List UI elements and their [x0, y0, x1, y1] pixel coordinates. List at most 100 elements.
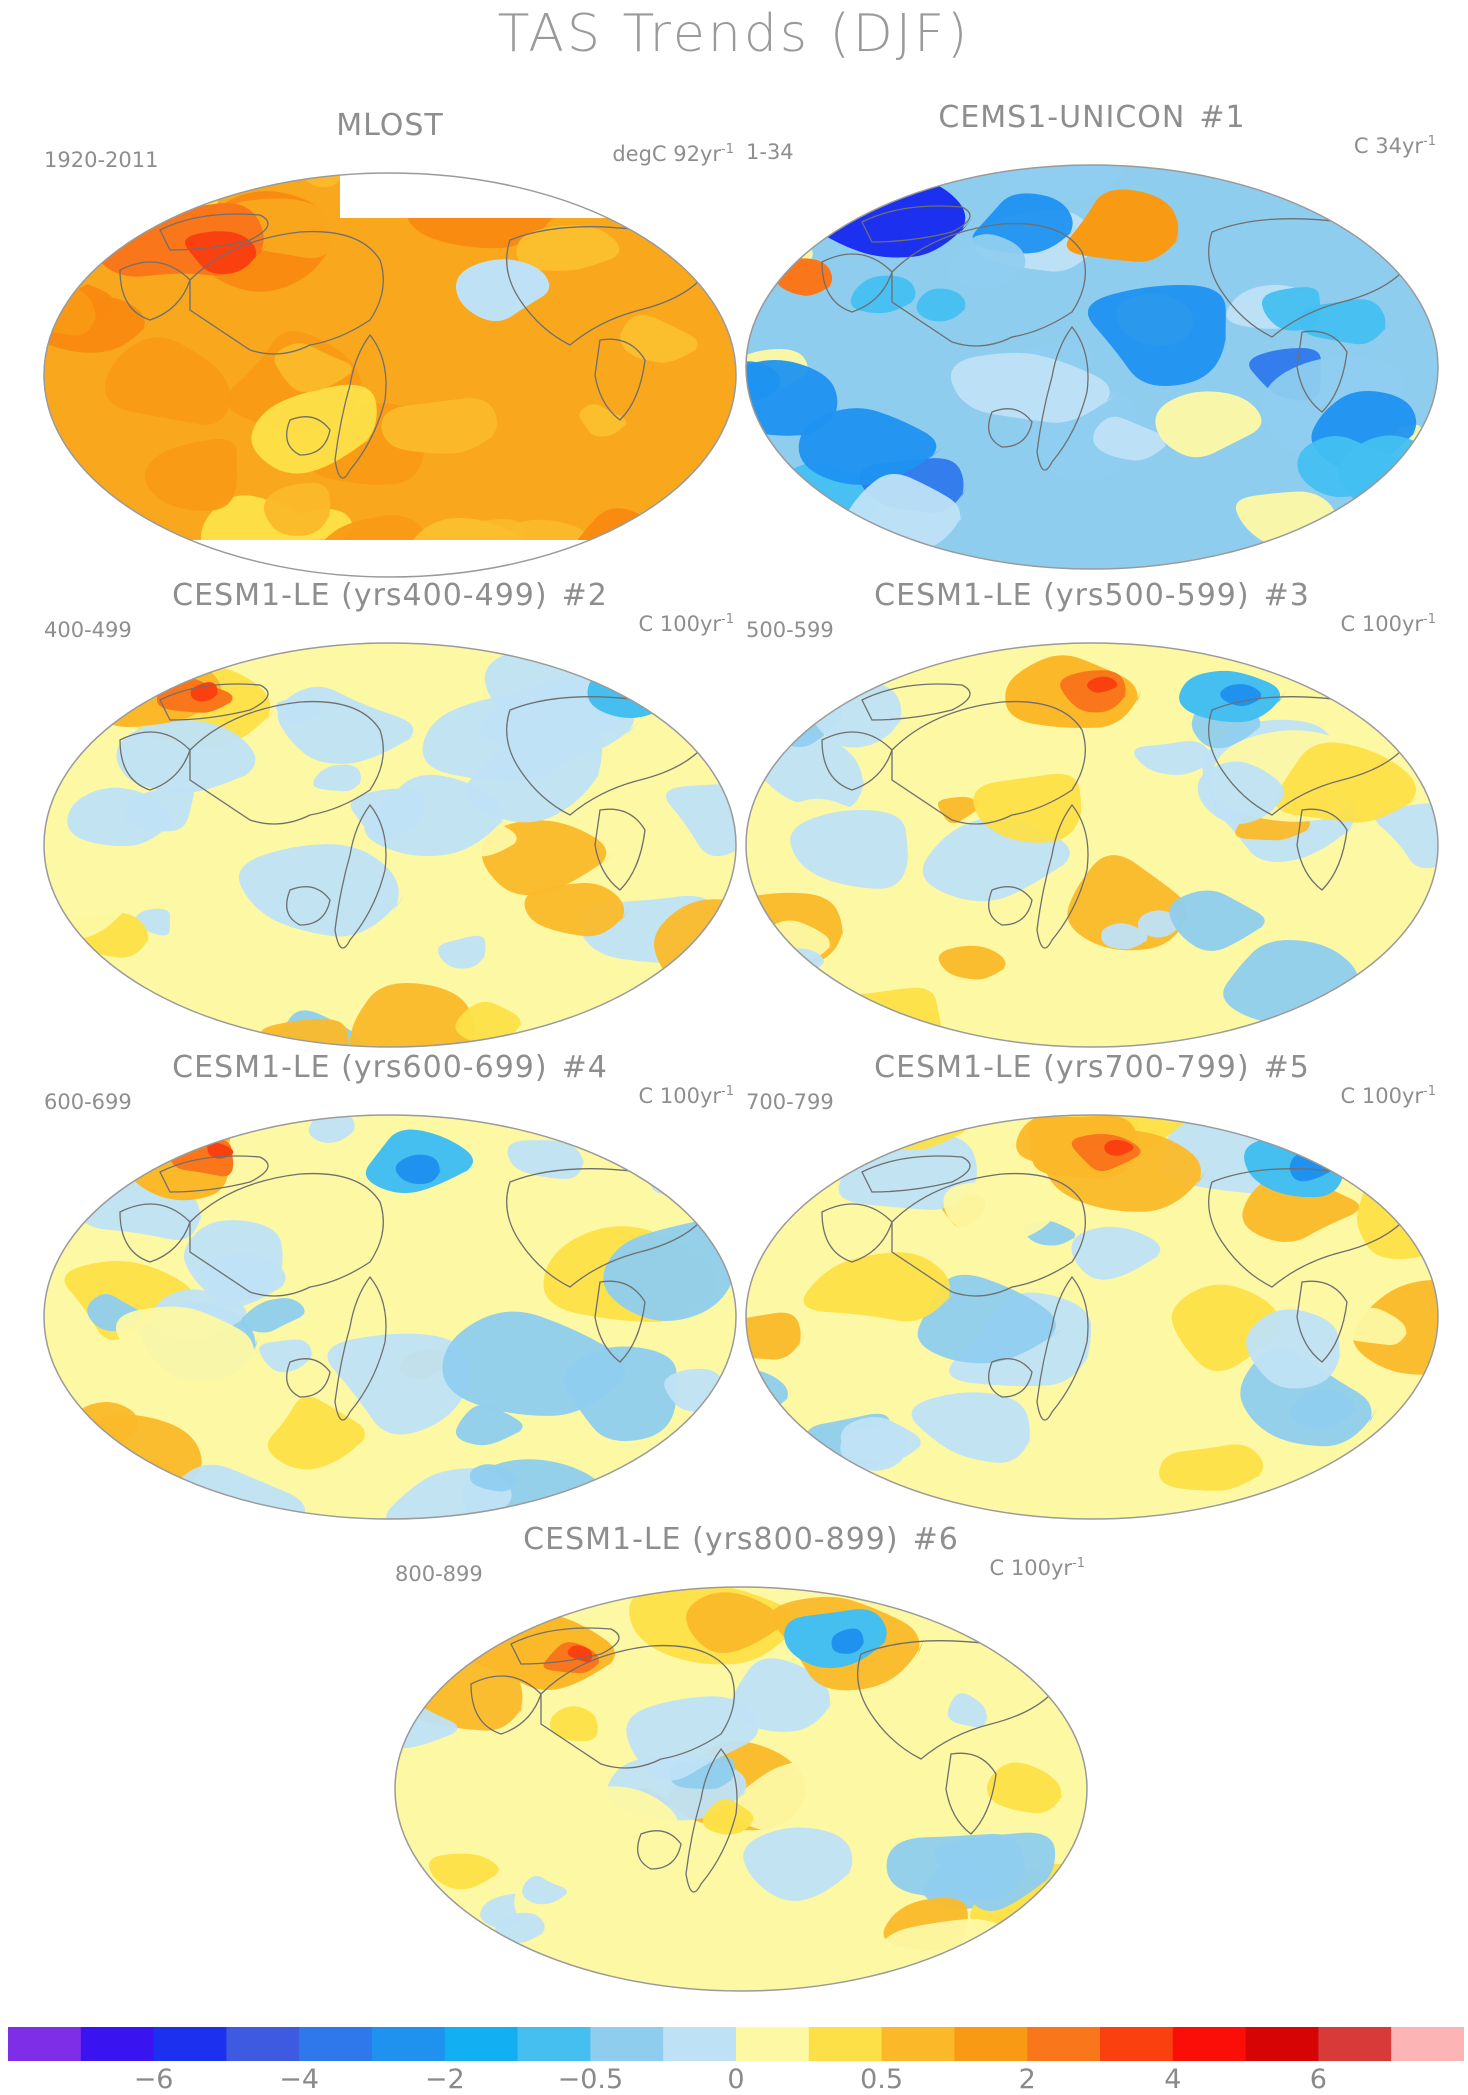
trend-region [850, 275, 919, 314]
units-exponent: -1 [1423, 134, 1436, 149]
trend-region [917, 1274, 1069, 1364]
trend-region [731, 1658, 835, 1732]
colorbar [8, 2027, 1464, 2061]
panel-years: 700-799 [746, 1090, 834, 1114]
panel-title-text: CESM1-LE (yrs500-599) [874, 578, 1250, 613]
panel-title-text: CEMS1-UNICON [938, 100, 1186, 135]
trend-region [702, 995, 736, 1025]
trend-region [381, 398, 502, 454]
coastline [821, 731, 893, 791]
trend-region [429, 1853, 504, 1890]
cool-anomaly [1220, 684, 1266, 707]
coastline [119, 1203, 191, 1263]
units-exponent: -1 [1423, 1084, 1436, 1099]
coastline [470, 1675, 542, 1735]
trend-region [973, 773, 1083, 843]
trend-region [911, 1392, 1033, 1463]
trend-region [933, 1832, 1057, 1912]
cold-anomaly [1339, 173, 1425, 233]
trend-region [267, 1396, 371, 1470]
coastline [594, 808, 646, 891]
trend-region [790, 809, 909, 889]
trend-region [1071, 1226, 1169, 1280]
trend-region [947, 234, 1029, 289]
trend-region [238, 844, 410, 937]
trend-region [1246, 1309, 1341, 1389]
map-outline [745, 1114, 1439, 1520]
trend-region [746, 1128, 817, 1198]
trend-region [105, 337, 232, 425]
colorbar-label: −0.5 [557, 2064, 624, 2095]
map-outline [43, 1114, 737, 1520]
trend-region [1197, 761, 1288, 825]
trend-region [987, 1762, 1065, 1814]
coastline [189, 230, 384, 355]
trend-region [259, 1339, 315, 1373]
trend-region [44, 872, 127, 941]
trend-region [44, 546, 99, 577]
trend-region [1100, 923, 1151, 950]
trend-region [349, 982, 479, 1047]
trend-region [1087, 285, 1227, 387]
coastline [821, 253, 893, 313]
trend-region [758, 535, 813, 567]
trend-region [743, 1827, 856, 1901]
coastlines [119, 1155, 701, 1421]
trend-region [702, 1799, 755, 1835]
trend-region [1294, 643, 1413, 680]
trend-region [124, 786, 194, 832]
trend-region [183, 1220, 285, 1301]
coastline [891, 1172, 1086, 1297]
coastline [891, 222, 1086, 347]
cool-anomaly [587, 663, 687, 719]
trend-region [501, 1786, 693, 1863]
coastline [945, 1752, 997, 1835]
trend-region [1344, 1307, 1409, 1346]
missing-data-region [340, 173, 736, 218]
coastline [891, 700, 1086, 825]
panel-units: C 34yr-1 [1354, 134, 1436, 158]
units-exponent: -1 [721, 142, 734, 157]
panel-title-text: CESM1-LE (yrs400-499) [172, 578, 548, 613]
colorbar-segment [1100, 2027, 1174, 2061]
colorbar-segment [1027, 2027, 1101, 2061]
coastline [1208, 696, 1403, 816]
units-exponent: -1 [1423, 612, 1436, 627]
panel-number: #4 [561, 1050, 608, 1085]
coastlines [821, 1155, 1403, 1421]
trend-region [263, 482, 332, 536]
trend-region [947, 1693, 988, 1728]
trend-map [745, 164, 1439, 570]
map-outline [43, 642, 737, 1048]
trend-map [43, 642, 737, 1048]
colorbar-segment [80, 2027, 155, 2061]
panel-title: CEMS1-UNICON #1 [742, 100, 1442, 135]
warm-anomaly [1104, 1139, 1137, 1156]
trend-region [1275, 742, 1428, 823]
coastline [334, 333, 387, 479]
panel-title: CESM1-LE (yrs500-599) #3 [742, 578, 1442, 613]
trend-map [43, 172, 737, 578]
missing-data-region [140, 540, 640, 577]
panel-title-text: CESM1-LE (yrs800-899) [523, 1522, 899, 1557]
trend-region [78, 1402, 140, 1450]
panel-units: C 100yr-1 [990, 1556, 1085, 1580]
trend-region [1318, 1006, 1415, 1047]
units-base: C 100yr [638, 612, 722, 636]
trend-region [44, 983, 103, 1043]
colorbar-segment [299, 2027, 373, 2061]
colorbar-segment [1245, 2027, 1319, 2061]
trend-region [465, 721, 603, 823]
units-exponent: -1 [721, 612, 734, 627]
panel-number: #6 [912, 1522, 959, 1557]
map-panel-p6: CESM1-LE (yrs800-899) #6 800-899 C 100yr-1 [391, 1522, 1091, 2022]
trend-region [44, 173, 147, 248]
panel-years: 400-499 [44, 618, 132, 642]
colorbar-segment [1172, 2027, 1247, 2061]
panel-units: C 100yr-1 [639, 612, 734, 636]
trend-region [689, 1836, 764, 1880]
trend-region [798, 408, 947, 485]
coastline [286, 886, 331, 926]
units-base: C 100yr [989, 1556, 1073, 1580]
trend-region [377, 908, 435, 943]
